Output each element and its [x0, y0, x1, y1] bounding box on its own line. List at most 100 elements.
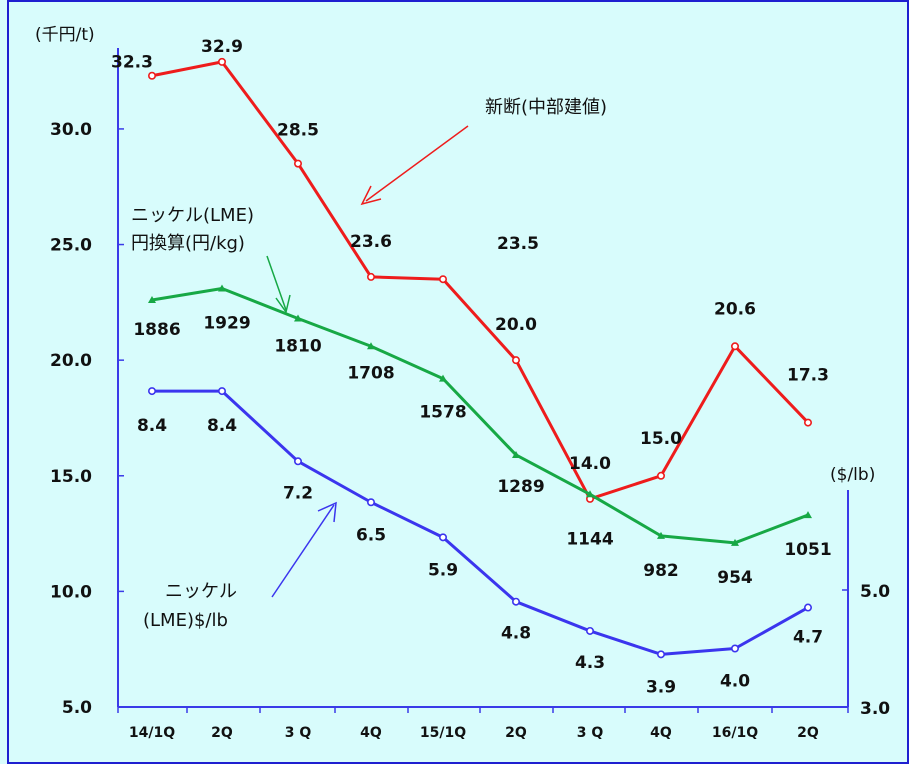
nickel-yen-annotation-arrow: [266, 255, 287, 311]
nickel_yen-data-label: 1578: [419, 403, 466, 423]
nickel_usd-point: [218, 387, 227, 396]
nickel-usd-arrowhead: [317, 501, 337, 523]
nickel_usd-data-label: 4.8: [501, 624, 531, 644]
x-tick-label: 2Q: [211, 725, 233, 741]
nickel_yen-data-label: 1886: [133, 320, 180, 340]
chart-border: [7, 0, 909, 764]
nickel_yen-point: [512, 450, 520, 458]
nickel_usd-point: [366, 498, 375, 507]
scrap-data-label: 20.0: [495, 315, 537, 335]
left-tick-label: 20.0: [50, 351, 92, 371]
nickel_yen-data-label: 982: [643, 561, 679, 581]
right-axis-unit: ($/lb): [830, 465, 875, 485]
scrap-point: [730, 342, 739, 351]
nickel-yen-annotation-line1: ニッケル(LME): [131, 205, 254, 226]
nickel_yen-line: [151, 286, 809, 545]
left-axis-ticks: 5.0 10.0 15.0 20.0 25.0 30.0: [50, 120, 124, 718]
scrap-point: [656, 471, 665, 480]
nickel-yen-annotation-line2: 円換算(円/kg): [131, 233, 245, 254]
scrap-point: [218, 57, 227, 66]
scrap-point: [366, 272, 375, 281]
nickel_usd-data-label: 4.0: [720, 672, 750, 692]
nickel_yen-data-label: 1708: [347, 363, 394, 383]
scrap-annotation-arrow: [365, 125, 469, 202]
nickel_usd-data-label: 8.4: [207, 416, 237, 436]
nickel-usd-annotation-arrow: [271, 504, 335, 598]
nickel_usd-point: [293, 457, 302, 466]
nickel_yen-data-label: 1051: [784, 540, 831, 560]
right-tick-label: 3.0: [860, 699, 890, 719]
nickel-usd-annotation-line1: ニッケル: [165, 581, 237, 602]
axes: [117, 48, 849, 708]
scrap-data-label: 17.3: [787, 366, 829, 386]
nickel_usd-data-label: 3.9: [646, 677, 676, 697]
scrap-data-label: 15.0: [640, 429, 682, 449]
nickel_yen-point: [148, 296, 156, 304]
nickel_yen-data-label: 1810: [274, 337, 321, 357]
scrap-point: [511, 356, 520, 365]
nickel_yen-data-label: 1289: [497, 477, 544, 497]
nickel-yen-arrowhead: [275, 294, 291, 314]
nickel_usd-point: [148, 387, 157, 396]
left-tick-label: 30.0: [50, 120, 92, 140]
nickel_yen-point: [439, 374, 447, 382]
scrap-point: [148, 71, 157, 80]
scrap-data-label: 23.6: [350, 232, 392, 252]
scrap-data-label: 20.6: [714, 299, 756, 319]
nickel_yen-point: [804, 511, 812, 519]
nickel_usd-data-label: 8.4: [137, 416, 167, 436]
x-tick-label: 16/1Q: [712, 725, 758, 741]
nickel_yen-point: [586, 490, 594, 498]
nickel-usd-annotation-line2: (LME)$/lb: [143, 610, 228, 631]
right-axis-ticks: 3.0 5.0: [842, 582, 890, 719]
nickel_yen-point: [294, 314, 302, 322]
nickel_usd-point: [803, 603, 812, 612]
left-tick-label: 10.0: [50, 582, 92, 602]
scrap-point: [293, 159, 302, 168]
data-labels: 32.3 32.9 28.5 23.6 23.5 20.0 14.0 15.0 20.6 17.3…: [111, 37, 832, 697]
scrap-data-label: 28.5: [277, 121, 319, 141]
nickel_usd-point: [511, 597, 520, 606]
nickel_usd-point: [730, 644, 739, 653]
x-tick-label: 3 Q: [285, 725, 312, 741]
scrap-line: [151, 60, 810, 501]
scrap-data-label: 32.3: [111, 53, 153, 73]
annotations: 新断(中部建値) ニッケル(LME) 円換算(円/kg) ニッケル (LME)$…: [131, 97, 607, 631]
left-tick-label: 5.0: [62, 698, 92, 718]
scrap-point: [803, 418, 812, 427]
nickel_yen-point: [218, 284, 226, 292]
right-tick-label: 5.0: [860, 582, 890, 602]
x-tick-label: 4Q: [650, 725, 672, 741]
x-tick-label: 3 Q: [577, 725, 604, 741]
x-tick-label: 14/1Q: [129, 725, 175, 741]
nickel_yen-point: [731, 538, 739, 546]
x-axis-ticks: 14/1Q 2Q 3 Q 4Q 15/1Q 2Q 3 Q 4Q 16/1Q 2Q: [117, 707, 849, 741]
nickel_yen-data-label: 1929: [203, 313, 250, 333]
nickel_usd-data-label: 6.5: [356, 525, 386, 545]
nickel_usd-point: [585, 626, 594, 635]
x-tick-label: 2Q: [505, 725, 527, 741]
x-tick-label: 2Q: [797, 725, 819, 741]
scrap-data-label: 23.5: [497, 234, 539, 254]
x-tick-label: 4Q: [360, 725, 382, 741]
nickel_usd-line: [152, 389, 809, 656]
nickel_yen-point: [367, 342, 375, 350]
nickel_usd-data-label: 4.3: [575, 653, 605, 673]
scrap-point: [438, 275, 447, 284]
series-layer: [148, 57, 812, 659]
nickel_usd-point: [656, 650, 665, 659]
scrap-annotation: 新断(中部建値): [485, 97, 607, 118]
scrap-arrowhead: [360, 185, 382, 206]
left-axis-unit: (千円/t): [35, 25, 95, 45]
left-tick-label: 25.0: [50, 236, 92, 256]
x-tick-label: 15/1Q: [420, 725, 466, 741]
nickel_usd-data-label: 4.7: [793, 628, 823, 648]
nickel_usd-point: [438, 533, 447, 542]
left-tick-label: 15.0: [50, 467, 92, 487]
scrap-data-label: 32.9: [201, 37, 243, 57]
nickel_yen-point: [657, 531, 665, 539]
scrap-data-label: 14.0: [569, 454, 611, 474]
nickel_yen-data-label: 1144: [566, 529, 613, 549]
